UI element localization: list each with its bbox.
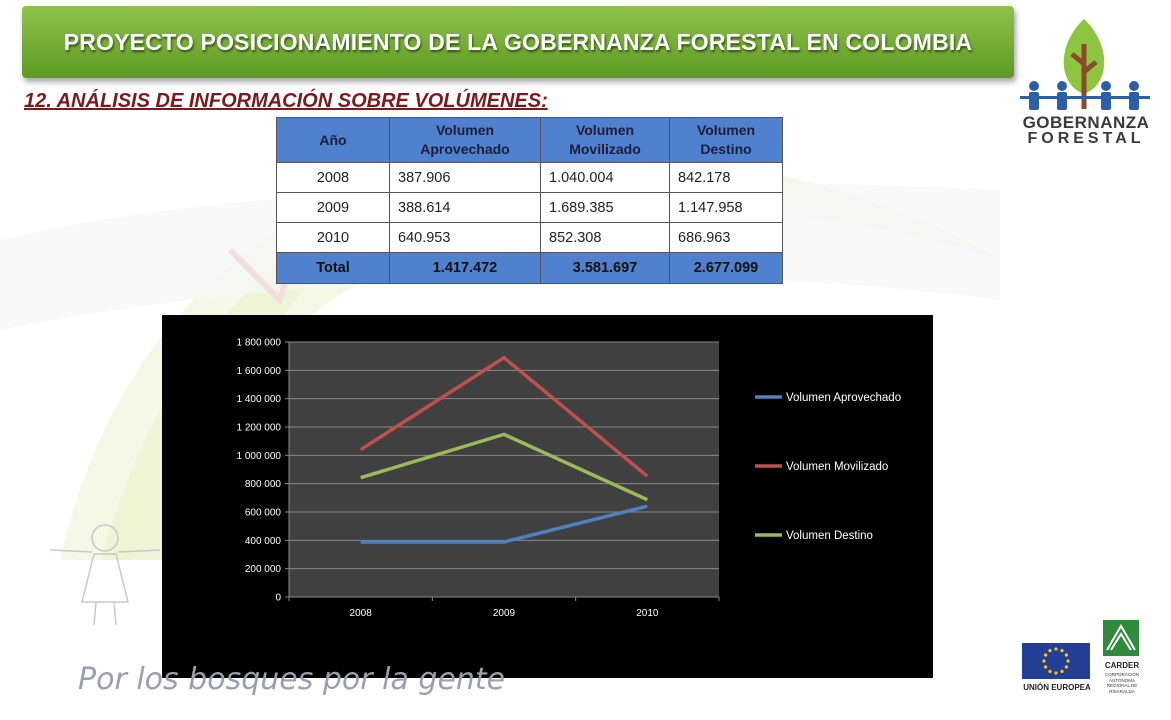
table-cell: 852.308: [540, 222, 670, 253]
logo-text-forestal: FORESTAL: [1027, 130, 1145, 147]
table-cell: 2009: [276, 192, 390, 223]
section-title: 12. ANÁLISIS DE INFORMACIÓN SOBRE VOLÚME…: [24, 90, 548, 112]
y-tick-label: 0: [275, 593, 281, 604]
y-tick-label: 1 000 000: [237, 451, 282, 462]
table-total-label: Total: [276, 252, 390, 284]
table-header-movilizado: Volumen Movilizado: [540, 117, 670, 163]
table-cell: 2008: [276, 162, 390, 193]
table-header-year: Año: [276, 117, 390, 163]
table-cell: 1.040.004: [540, 162, 670, 193]
x-tick-label: 2008: [350, 608, 373, 619]
carder-logo-icon: [1103, 620, 1139, 656]
header-title: PROYECTO POSICIONAMIENTO DE LA GOBERNANZ…: [63, 28, 973, 55]
slogan: Por los bosques por la gente: [78, 662, 506, 697]
table-header-row: Año Volumen Aprovechado Volumen Moviliza…: [276, 117, 783, 163]
table-header-aprovechado: Volumen Aprovechado: [389, 117, 541, 163]
table-total-cell: 2.677.099: [669, 252, 783, 284]
series-line-0: [360, 504, 648, 544]
volume-table: Año Volumen Aprovechado Volumen Moviliza…: [276, 117, 783, 284]
header-banner: PROYECTO POSICIONAMIENTO DE LA GOBERNANZ…: [22, 6, 1014, 78]
carder-label: CARDER: [1104, 661, 1140, 670]
y-tick-label: 600 000: [245, 508, 282, 519]
y-tick-label: 400 000: [245, 536, 282, 547]
table-cell: 388.614: [389, 192, 541, 223]
y-tick-label: 1 400 000: [237, 394, 282, 405]
gobernanza-forestal-logo: [1020, 19, 1150, 110]
table-cell: 842.178: [669, 162, 783, 193]
table-cell: 1.689.385: [540, 192, 670, 223]
table-row: 2008 387.906 1.040.004 842.178: [276, 162, 783, 193]
volume-line-chart: 0 200 000 400 000 600 000 800 000 1 000 000 1 …: [162, 315, 933, 678]
table-total-cell: 3.581.697: [540, 252, 670, 284]
table-total-cell: 1.417.472: [389, 252, 541, 284]
plot-area: [289, 342, 719, 597]
legend-label-2: Volumen Destino: [786, 530, 873, 542]
table-cell: 2010: [276, 222, 390, 253]
y-tick-label: 1 200 000: [237, 423, 282, 434]
table-cell: 640.953: [389, 222, 541, 253]
series-line-2: [360, 432, 649, 502]
x-tick-label: 2010: [636, 608, 659, 619]
y-tick-label: 800 000: [245, 479, 282, 490]
y-tick-label: 1 800 000: [237, 338, 282, 349]
carder-subtitle: CORPORACIÓN AUTÓNOMA REGIONAL DE RISARAL…: [1104, 672, 1139, 694]
x-tick-label: 2009: [493, 608, 516, 619]
logo-text-gobernanza: GOBERNANZA: [1022, 113, 1150, 132]
eu-flag-icon: [1022, 643, 1090, 679]
table-total-row: Total 1.417.472 3.581.697 2.677.099: [276, 252, 783, 284]
series-line-1: [359, 355, 649, 478]
legend-label-0: Volumen Aprovechado: [786, 392, 901, 404]
legend-label-1: Volumen Movilizado: [786, 461, 888, 473]
y-tick-label: 200 000: [245, 564, 282, 575]
table-cell: 387.906: [389, 162, 541, 193]
table-cell: 1.147.958: [669, 192, 783, 223]
y-tick-label: 1 600 000: [237, 366, 282, 377]
eu-label: UNIÓN EUROPEA: [1023, 683, 1091, 692]
table-header-destino: Volumen Destino: [669, 117, 783, 163]
chart-svg: 0 200 000 400 000 600 000 800 000 1 000 000 1 …: [237, 338, 902, 620]
table-cell: 686.963: [669, 222, 783, 253]
table-row: 2010 640.953 852.308 686.963: [276, 222, 783, 253]
people-icon: [1020, 81, 1150, 110]
child-figure-icon: [49, 524, 161, 626]
table-row: 2009 388.614 1.689.385 1.147.958: [276, 192, 783, 223]
